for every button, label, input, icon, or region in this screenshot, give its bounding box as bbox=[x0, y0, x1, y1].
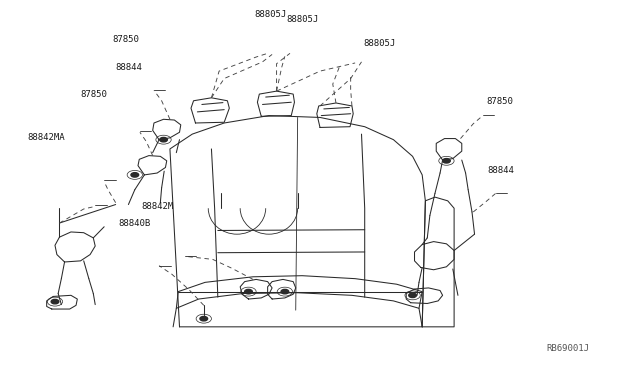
Circle shape bbox=[200, 317, 207, 321]
Text: 88840B: 88840B bbox=[119, 219, 151, 228]
Circle shape bbox=[244, 289, 252, 294]
Text: 88805J: 88805J bbox=[255, 10, 287, 19]
Circle shape bbox=[281, 289, 289, 294]
Text: 88805J: 88805J bbox=[287, 16, 319, 25]
Text: 87850: 87850 bbox=[113, 35, 140, 44]
Text: 88844: 88844 bbox=[487, 166, 514, 175]
Text: RB69001J: RB69001J bbox=[547, 344, 589, 353]
Text: 87850: 87850 bbox=[81, 90, 108, 99]
Text: 87850: 87850 bbox=[486, 97, 513, 106]
Circle shape bbox=[131, 173, 139, 177]
Circle shape bbox=[160, 137, 168, 142]
Circle shape bbox=[409, 293, 417, 298]
Text: 88842MA: 88842MA bbox=[28, 132, 65, 142]
Text: 88805J: 88805J bbox=[364, 39, 396, 48]
Circle shape bbox=[443, 158, 451, 163]
Text: 88842M: 88842M bbox=[141, 202, 173, 211]
Text: 88844: 88844 bbox=[116, 63, 143, 72]
Circle shape bbox=[51, 299, 59, 304]
